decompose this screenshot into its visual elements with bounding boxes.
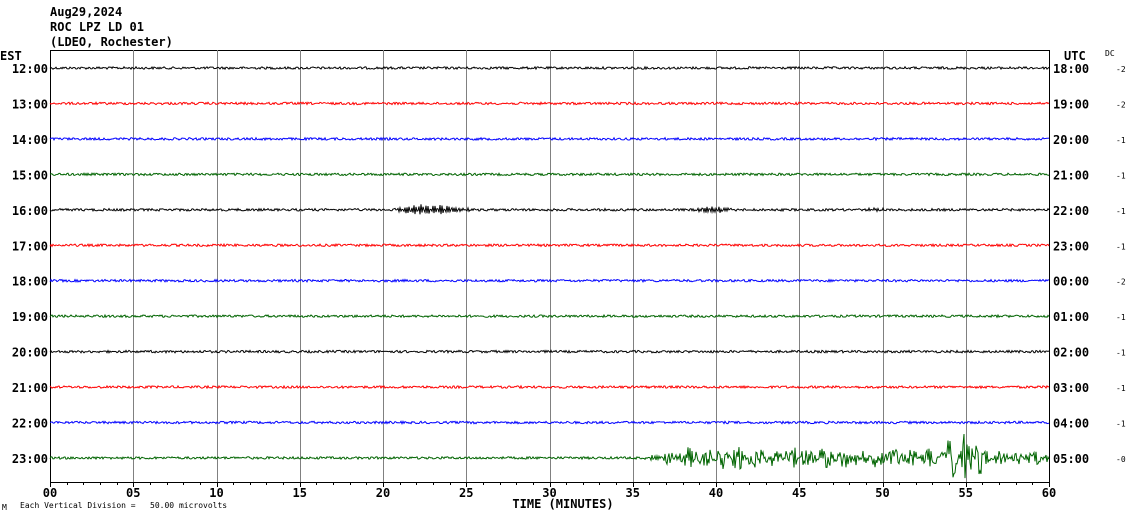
x-tick-label: 30 (542, 486, 556, 500)
trace-2300 (49, 433, 1050, 479)
trace-1400 (49, 136, 1050, 142)
dc-value: -1 (1116, 207, 1126, 216)
utc-label: 01:00 (1053, 310, 1089, 324)
x-tick-label: 10 (209, 486, 223, 500)
est-label: 17:00 (12, 239, 48, 253)
x-tick-label: 40 (709, 486, 723, 500)
utc-label: 23:00 (1053, 239, 1089, 253)
network-label: (LDEO, Rochester) (50, 35, 173, 49)
trace-1900 (49, 313, 1050, 319)
dc-value: -2 (1116, 100, 1126, 109)
x-tick-label: 50 (875, 486, 889, 500)
utc-label: 04:00 (1053, 417, 1089, 431)
x-tick-label: 35 (626, 486, 640, 500)
trace-2000 (49, 349, 1050, 354)
dc-value: -1 (1116, 242, 1126, 251)
scale-note: Each Vertical Division = 50.00 microvolt… (20, 501, 227, 510)
utc-label: 03:00 (1053, 381, 1089, 395)
dc-value: -1 (1116, 313, 1126, 322)
est-label: 15:00 (12, 168, 48, 182)
date-label: Aug29,2024 (50, 5, 122, 19)
dc-value: -2 (1116, 65, 1126, 74)
trace-2200 (49, 420, 1050, 425)
trace-1600 (49, 204, 1050, 215)
dc-value: -1 (1116, 136, 1126, 145)
est-label: 18:00 (12, 275, 48, 289)
est-label: 13:00 (12, 97, 48, 111)
dc-value: -0 (1116, 455, 1126, 464)
trace-1500 (49, 172, 1050, 177)
traces (49, 65, 1050, 479)
est-label: 22:00 (12, 417, 48, 431)
dc-value: -2 (1116, 278, 1126, 287)
x-tick-label: 60 (1042, 486, 1056, 500)
x-axis-title: TIME (MINUTES) (512, 497, 613, 511)
est-axis-title: EST (0, 49, 22, 63)
est-label: 14:00 (12, 133, 48, 147)
trace-1300 (49, 101, 1050, 106)
trace-1200 (49, 65, 1050, 71)
trace-2100 (49, 384, 1050, 390)
dc-value: -1 (1116, 420, 1126, 429)
utc-label: 02:00 (1053, 346, 1089, 360)
est-label: 16:00 (12, 204, 48, 218)
est-label: 21:00 (12, 381, 48, 395)
utc-label: 21:00 (1053, 168, 1089, 182)
utc-label: 22:00 (1053, 204, 1089, 218)
x-tick-label: 00 (43, 486, 57, 500)
x-tick-label: 25 (459, 486, 473, 500)
dc-value: -1 (1116, 384, 1126, 393)
x-tick-label: 45 (792, 486, 806, 500)
est-label: 20:00 (12, 346, 48, 360)
est-label: 19:00 (12, 310, 48, 324)
row-labels: 12:00 18:00 -2 13:00 19:00 -2 14:00 20:00 -1 15:0… (12, 62, 1126, 466)
grid-lines (133, 50, 967, 482)
dc-title: DC (1105, 49, 1115, 58)
dc-value: -1 (1116, 171, 1126, 180)
x-tick-label: 05 (126, 486, 140, 500)
trace-1800 (49, 278, 1050, 284)
x-tick-label: 15 (293, 486, 307, 500)
utc-label: 05:00 (1053, 452, 1089, 466)
dc-value: -1 (1116, 349, 1126, 358)
x-axis: 00 05 10 15 20 25 30 35 40 45 50 55 60 (43, 482, 1056, 500)
station-label: ROC LPZ LD 01 (50, 20, 144, 34)
utc-axis-title: UTC (1064, 49, 1086, 63)
est-label: 12:00 (12, 62, 48, 76)
x-tick-label: 20 (376, 486, 390, 500)
utc-label: 19:00 (1053, 97, 1089, 111)
trace-1700 (49, 242, 1050, 248)
est-label: 23:00 (12, 452, 48, 466)
x-tick-label: 55 (959, 486, 973, 500)
utc-label: 20:00 (1053, 133, 1089, 147)
utc-label: 18:00 (1053, 62, 1089, 76)
utc-label: 00:00 (1053, 275, 1089, 289)
corner-mark: M (2, 503, 7, 512)
